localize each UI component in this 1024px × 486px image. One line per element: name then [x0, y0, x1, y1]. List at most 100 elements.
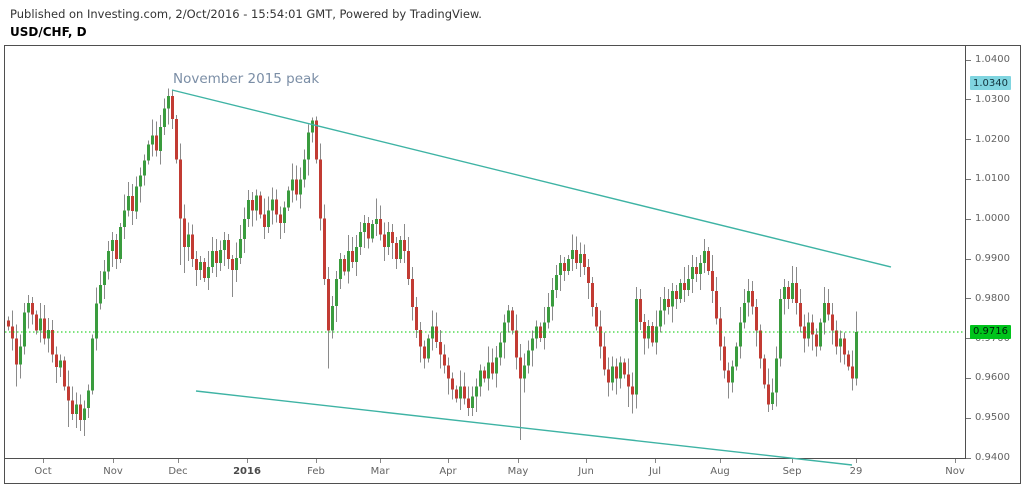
candle-up	[119, 227, 122, 259]
candle-up	[163, 108, 166, 127]
candle-up	[347, 251, 350, 272]
candle-down	[723, 346, 726, 371]
candle-down	[447, 365, 450, 379]
candle-down	[323, 218, 326, 279]
candle-down	[451, 378, 454, 390]
candle-up	[731, 366, 734, 383]
candle-down	[651, 325, 654, 343]
candle-up	[459, 386, 462, 399]
candle-down	[831, 314, 834, 331]
trendline-upper[interactable]	[171, 89, 892, 268]
candle-down	[31, 302, 34, 315]
candle-up	[167, 95, 170, 109]
time-tick-label: May	[507, 466, 529, 477]
candle-up	[635, 298, 638, 395]
price-tick-mark	[966, 59, 971, 61]
candle-down	[695, 267, 698, 275]
candle-up	[747, 290, 750, 303]
candle-up	[611, 366, 614, 383]
candle-up	[23, 312, 26, 347]
candle-down	[343, 259, 346, 272]
candle-up	[159, 126, 162, 151]
candle-down	[627, 374, 630, 387]
candle-down	[295, 179, 298, 195]
price-tick-label: 1.0400	[975, 54, 1010, 65]
candle-down	[843, 338, 846, 355]
candle-up	[399, 239, 402, 259]
candle-up	[783, 286, 786, 299]
candle-down	[131, 196, 134, 212]
candle-down	[263, 214, 266, 228]
candle-down	[395, 243, 398, 259]
candle-up	[375, 219, 378, 224]
candle-down	[483, 370, 486, 379]
candle-up	[223, 239, 226, 251]
candle-up	[239, 239, 242, 259]
price-axis[interactable]: 1.0400 1.0300 1.0200 1.0100 1.0000 0.9900 0.98…	[966, 46, 1019, 463]
candle-down	[251, 200, 254, 211]
candle-up	[499, 342, 502, 358]
candle-up	[187, 234, 190, 247]
candle-down	[155, 135, 158, 151]
candle-down	[463, 386, 466, 399]
candle-down	[115, 239, 118, 259]
candle-up	[287, 190, 290, 208]
candle-down	[407, 251, 410, 279]
candle-down	[683, 282, 686, 291]
candle-up	[663, 298, 666, 311]
time-tick-mark	[518, 459, 519, 463]
candle-up	[543, 322, 546, 338]
candle-down	[191, 234, 194, 259]
candle-down	[711, 270, 714, 291]
time-tick-mark	[655, 459, 656, 463]
candle-down	[583, 254, 586, 267]
candle-up	[547, 306, 550, 323]
price-tick-mark	[966, 178, 971, 180]
candle-up	[255, 195, 258, 211]
candle-up	[139, 175, 142, 187]
candle-up	[551, 290, 554, 307]
candlestick-canvas[interactable]	[5, 46, 965, 466]
candle-down	[63, 360, 66, 387]
candle-down	[259, 195, 262, 215]
candle-up	[355, 247, 358, 263]
candle-up	[299, 179, 302, 195]
candle-down	[799, 302, 802, 327]
candle-up	[527, 350, 530, 366]
candle-down	[203, 262, 206, 279]
candle-up	[507, 310, 510, 323]
time-tick-mark	[720, 459, 721, 463]
candle-down	[231, 259, 234, 271]
candle-down	[171, 95, 174, 119]
time-tick-label: Aug	[710, 466, 730, 477]
candle-down	[827, 302, 830, 315]
time-tick-mark	[113, 459, 114, 463]
candle-up	[855, 332, 858, 379]
candle-down	[439, 341, 442, 355]
candle-down	[391, 231, 394, 243]
candle-down	[315, 120, 318, 160]
price-tick-label: 0.9900	[975, 253, 1010, 264]
price-tick-label: 0.9800	[975, 292, 1010, 304]
candle-up	[135, 186, 138, 212]
time-tick-mark	[792, 459, 793, 463]
candle-up	[211, 251, 214, 267]
price-tick-label: 1.0100	[975, 173, 1010, 185]
candle-up	[531, 338, 534, 351]
chart-plot-area[interactable]: November 2015 peak	[5, 46, 966, 466]
candle-down	[411, 278, 414, 307]
candle-up	[127, 196, 130, 211]
time-tick-mark	[448, 459, 449, 463]
time-axis[interactable]: Oct Nov Dec 2016 Feb Mar Apr May Jun Jul Aug Sep 29 N…	[5, 459, 1020, 483]
chart-annotation-text[interactable]: November 2015 peak	[173, 71, 320, 87]
candle-up	[283, 207, 286, 224]
candle-down	[67, 386, 70, 401]
candle-up	[207, 267, 210, 279]
candle-up	[739, 322, 742, 347]
time-tick-label: Oct	[34, 466, 52, 477]
candle-down	[763, 358, 766, 385]
candle-up	[87, 390, 90, 409]
price-tick-label: 0.9600	[975, 372, 1010, 384]
trendline-lower[interactable]	[195, 390, 853, 466]
time-tick-label: 29	[849, 466, 863, 477]
